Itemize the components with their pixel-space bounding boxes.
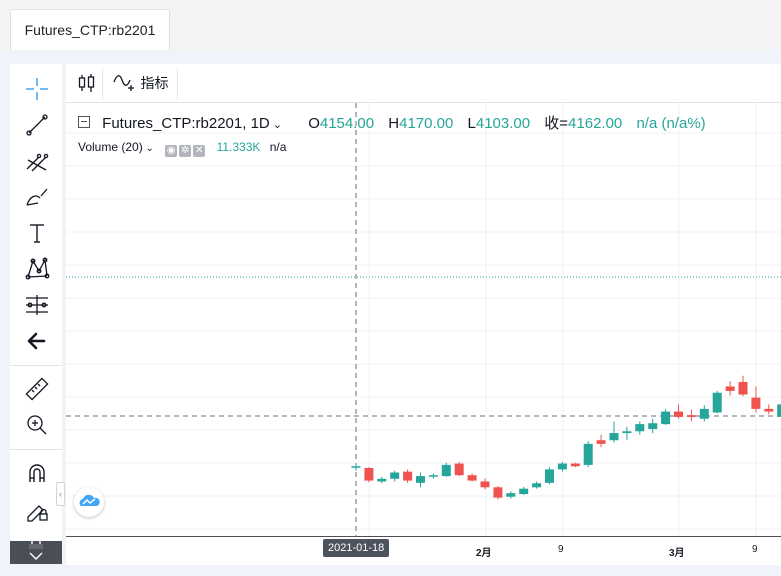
crosshair-icon[interactable] — [24, 76, 50, 102]
trend-line-icon[interactable] — [24, 112, 50, 138]
candle-body — [441, 464, 451, 477]
time-tick: 3月 — [669, 548, 685, 559]
high-label: H — [388, 115, 400, 132]
brush-icon[interactable] — [24, 184, 50, 210]
candle-body — [557, 463, 567, 470]
tab-rb2201[interactable]: Futures_CTP:rb2201 — [10, 9, 170, 50]
candle-body — [351, 466, 361, 468]
candle-body — [648, 423, 658, 430]
candle-body — [764, 408, 774, 412]
close-icon[interactable]: ✕ — [193, 145, 206, 157]
candle-body — [609, 433, 619, 441]
chevron-down-icon[interactable]: ⌄ — [142, 143, 154, 154]
candle-body — [751, 397, 761, 409]
chart-pane[interactable]: Futures_CTP:rb2201, 1D ⌄ O4154.00 H4170.… — [66, 103, 781, 536]
candle-body — [428, 475, 438, 477]
candle-body — [390, 472, 400, 479]
chevron-down-icon[interactable]: ⌄ — [269, 119, 283, 131]
drawing-toolbar — [10, 64, 62, 564]
candle-body — [699, 408, 709, 419]
time-tick: 2月 — [476, 548, 492, 559]
main-legend: Futures_CTP:rb2201, 1D ⌄ O4154.00 H4170.… — [78, 112, 706, 133]
indicators-icon — [113, 75, 134, 91]
pattern-icon[interactable] — [24, 256, 50, 282]
candle-body — [493, 487, 503, 498]
candle-body — [622, 431, 632, 434]
candle-body — [725, 386, 735, 391]
candle-body — [635, 424, 645, 432]
time-tick: 9 — [558, 544, 564, 555]
tab-bar: Futures_CTP:rb2201 — [0, 0, 781, 51]
time-axis[interactable]: 2021-01-18 2月 9 3月 9 — [66, 536, 781, 565]
indicators-label: 指标 — [140, 75, 169, 91]
symbol-label[interactable]: Futures_CTP:rb2201, 1D — [102, 115, 270, 132]
tradingview-logo[interactable] — [74, 487, 104, 517]
volume-label[interactable]: Volume (20) — [78, 140, 143, 154]
indicators-button[interactable]: 指标 — [112, 72, 168, 94]
volume-value: 11.333K — [216, 140, 261, 154]
time-tick: 9 — [752, 544, 758, 555]
candle-body — [519, 488, 529, 495]
candle-body — [467, 475, 477, 481]
volume-legend: Volume (20) ⌄ ◉ ✲ ✕ 11.333K n/a — [78, 140, 286, 157]
candle-body — [712, 392, 722, 413]
candle-body — [377, 478, 387, 482]
candle-body — [480, 481, 490, 488]
text-icon[interactable] — [24, 220, 50, 246]
candle-body — [364, 468, 374, 481]
lock-drawing-icon[interactable] — [24, 497, 50, 523]
low-label: L — [467, 115, 476, 132]
candle-body — [777, 404, 781, 417]
candle-body — [674, 411, 683, 417]
candle-body — [506, 493, 516, 497]
close-label: 收= — [544, 115, 569, 132]
candle-body — [403, 471, 413, 481]
change-value: n/a (n/a%) — [636, 115, 706, 132]
candle-body — [583, 443, 593, 465]
zoom-in-icon[interactable] — [24, 412, 50, 438]
low-value: 4103.00 — [475, 115, 531, 132]
open-value: 4154.00 — [319, 115, 375, 132]
candle-body — [738, 381, 748, 395]
measure-icon[interactable] — [24, 292, 50, 318]
candle-body — [532, 483, 542, 488]
candle-body — [545, 469, 554, 483]
high-value: 4170.00 — [399, 115, 454, 132]
candlestick-chart — [66, 103, 781, 536]
gear-icon[interactable]: ✲ — [179, 145, 192, 157]
chart-toolbar: 指标 — [66, 64, 781, 103]
legend-collapse-icon[interactable] — [78, 116, 90, 128]
candle-body — [686, 415, 696, 417]
volume-extra: n/a — [269, 140, 287, 154]
candle-body — [454, 463, 464, 476]
crosshair-date-label: 2021-01-18 — [323, 539, 390, 557]
scroll-down-button[interactable] — [10, 536, 62, 564]
candle-body — [661, 411, 671, 425]
fib-icon[interactable] — [24, 148, 50, 174]
candle-body — [416, 476, 425, 483]
ruler-icon[interactable] — [24, 376, 50, 402]
open-label: O — [308, 115, 320, 132]
magnet-icon[interactable] — [24, 461, 50, 487]
cloud-icon — [79, 494, 100, 506]
collapse-toolbar-button[interactable]: ‹ — [56, 482, 65, 506]
back-arrow-icon[interactable] — [24, 328, 50, 354]
candle-body — [570, 463, 580, 467]
candle-type-icon[interactable] — [76, 72, 98, 94]
eye-icon[interactable]: ◉ — [165, 145, 178, 157]
candle-body — [596, 440, 606, 444]
close-value: 4162.00 — [568, 115, 623, 132]
